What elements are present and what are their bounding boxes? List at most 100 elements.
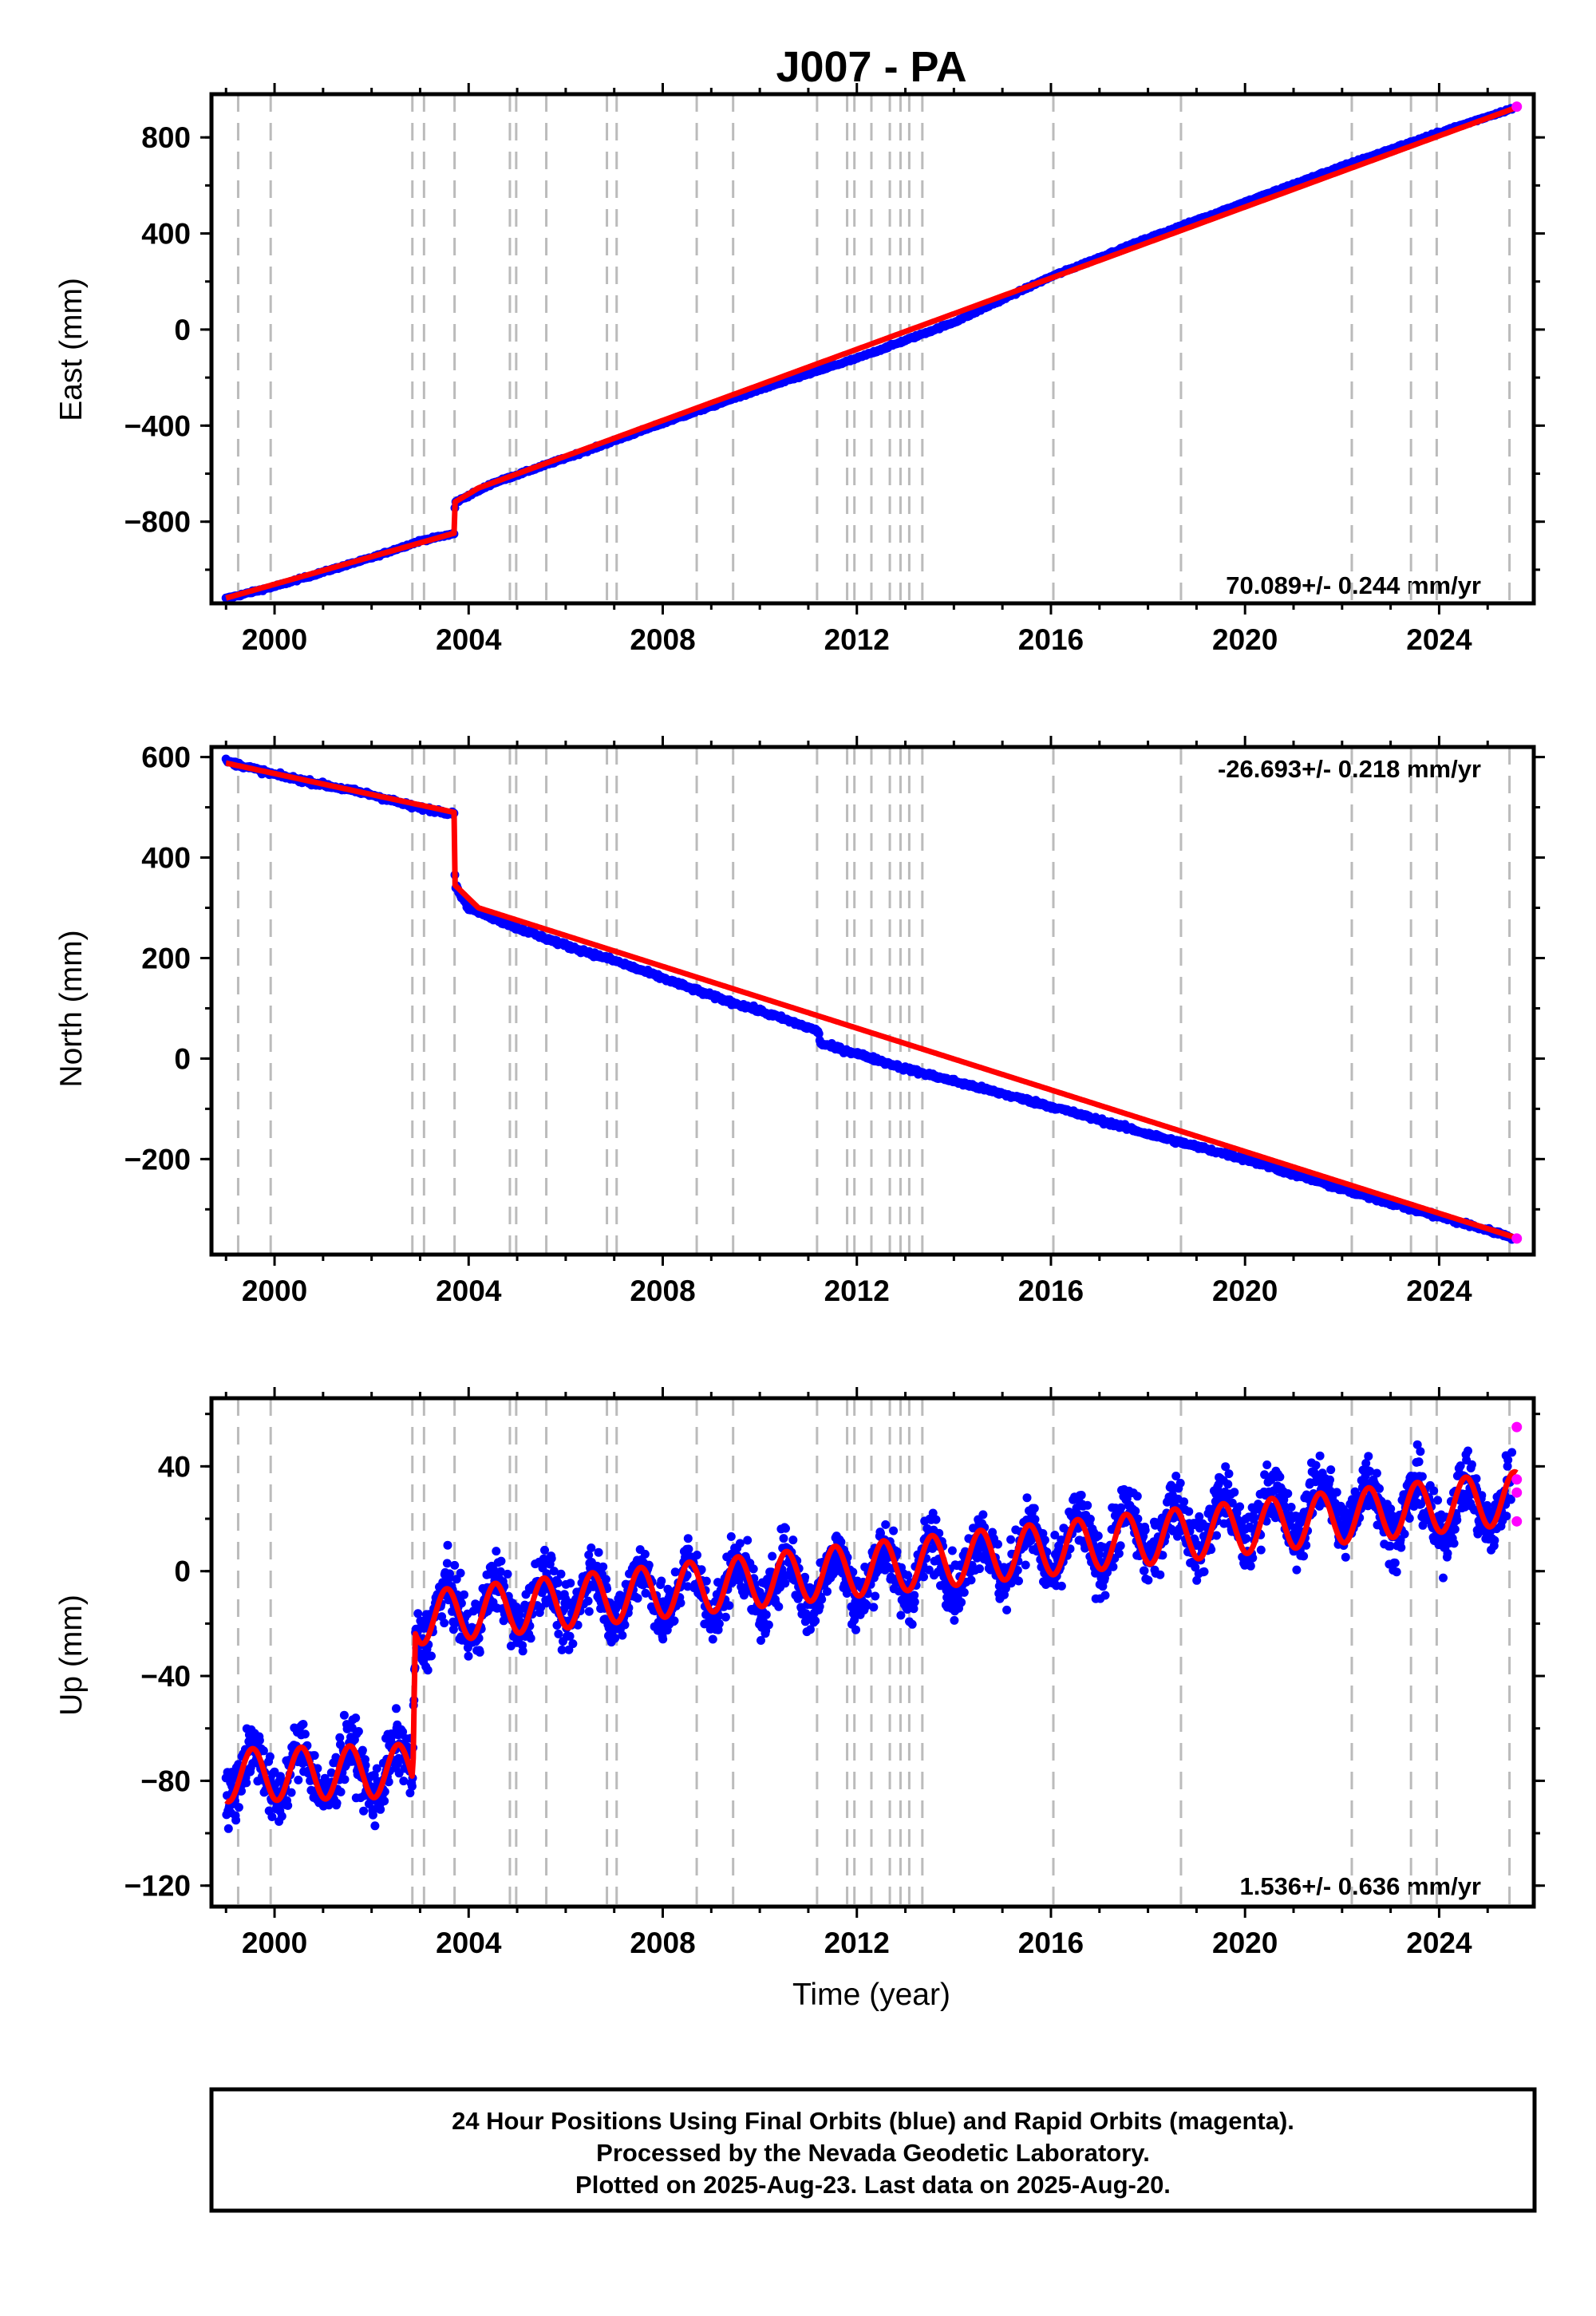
data-point bbox=[298, 1720, 308, 1729]
data-point bbox=[743, 1535, 753, 1545]
x-tick-label: 2000 bbox=[242, 623, 307, 656]
data-point bbox=[620, 1620, 630, 1630]
east-panel: East (mm) 70.089+/- 0.244 mm/yr 2000 2004… bbox=[54, 83, 1545, 656]
chart-title: J007 - PA bbox=[776, 43, 966, 91]
data-point bbox=[515, 1611, 524, 1620]
x-tick-label: 2008 bbox=[630, 1275, 695, 1307]
north-panel: North (mm) -26.693+/- 0.218 mm/yr 2000 20… bbox=[54, 736, 1545, 1307]
data-point bbox=[1083, 1500, 1092, 1510]
data-point bbox=[1144, 1575, 1153, 1585]
data-point bbox=[881, 1520, 891, 1529]
data-point bbox=[683, 1534, 693, 1543]
data-point bbox=[587, 1543, 596, 1552]
east-rate-label: 70.089+/- 0.244 mm/yr bbox=[1226, 571, 1481, 599]
data-point bbox=[496, 1556, 506, 1566]
data-point bbox=[910, 1591, 919, 1600]
data-point bbox=[265, 1752, 275, 1761]
x-tick-label: 2004 bbox=[436, 623, 502, 656]
data-point bbox=[601, 1575, 610, 1584]
data-point bbox=[583, 1596, 593, 1606]
data-point bbox=[1114, 1549, 1124, 1559]
y-tick-label: 400 bbox=[141, 218, 191, 251]
data-point bbox=[975, 1564, 984, 1574]
data-point bbox=[721, 1612, 730, 1622]
data-point bbox=[735, 1539, 745, 1548]
east-model-line bbox=[224, 105, 1519, 601]
data-point bbox=[1133, 1514, 1143, 1524]
data-point bbox=[223, 1824, 233, 1833]
data-point bbox=[340, 1775, 350, 1784]
data-point bbox=[633, 1594, 642, 1603]
data-point bbox=[445, 1569, 454, 1579]
data-point bbox=[286, 1788, 296, 1797]
data-point bbox=[823, 1587, 832, 1596]
data-point bbox=[817, 1595, 827, 1604]
data-point bbox=[354, 1727, 363, 1736]
data-point bbox=[714, 1619, 724, 1628]
data-point bbox=[267, 1812, 277, 1821]
data-point bbox=[372, 1764, 381, 1773]
data-point bbox=[598, 1562, 608, 1571]
data-point bbox=[556, 1569, 566, 1579]
data-point bbox=[450, 1560, 460, 1570]
data-point bbox=[959, 1587, 969, 1597]
data-point bbox=[919, 1572, 928, 1582]
data-point bbox=[610, 1634, 620, 1643]
data-point bbox=[398, 1727, 408, 1737]
data-point bbox=[814, 1029, 824, 1038]
data-point bbox=[1085, 1514, 1095, 1524]
data-point bbox=[380, 1796, 389, 1806]
up-ylabel: Up (mm) bbox=[54, 1595, 89, 1716]
data-point bbox=[708, 1634, 717, 1644]
data-point bbox=[749, 1564, 758, 1574]
data-point bbox=[641, 1588, 650, 1598]
data-point bbox=[557, 1645, 567, 1654]
data-point bbox=[277, 1812, 286, 1821]
data-point bbox=[1132, 1492, 1142, 1501]
data-point bbox=[255, 1736, 264, 1745]
north-rate-label: -26.693+/- 0.218 mm/yr bbox=[1218, 755, 1481, 783]
east-frame bbox=[209, 92, 1536, 606]
data-point bbox=[456, 1568, 465, 1578]
data-point bbox=[275, 1772, 285, 1781]
north-final-orbit-points bbox=[221, 754, 1517, 1244]
y-tick-label: −200 bbox=[124, 1143, 191, 1176]
data-point bbox=[1001, 1583, 1010, 1593]
data-point bbox=[889, 1526, 899, 1535]
x-tick-label: 2004 bbox=[436, 1275, 502, 1307]
data-point bbox=[931, 1515, 941, 1524]
data-point bbox=[836, 1537, 846, 1547]
data-point bbox=[1140, 1566, 1149, 1575]
data-point bbox=[392, 1704, 401, 1713]
data-point bbox=[869, 1603, 879, 1612]
data-point bbox=[815, 1602, 824, 1611]
data-point bbox=[670, 1567, 680, 1577]
data-point bbox=[427, 1651, 436, 1661]
rapid-orbit-point bbox=[1511, 101, 1523, 113]
data-point bbox=[566, 1579, 575, 1588]
data-point bbox=[1131, 1506, 1140, 1516]
data-point bbox=[701, 1576, 711, 1586]
data-point bbox=[1021, 1560, 1030, 1570]
data-point bbox=[1156, 1570, 1165, 1579]
data-point bbox=[644, 1560, 654, 1570]
data-point bbox=[1006, 1535, 1016, 1544]
north-frame bbox=[209, 745, 1536, 1257]
data-point bbox=[640, 1549, 650, 1559]
x-tick-label: 2016 bbox=[1018, 623, 1084, 656]
data-point bbox=[670, 1616, 679, 1626]
data-point bbox=[594, 1547, 603, 1557]
data-point bbox=[1029, 1504, 1039, 1513]
data-point bbox=[761, 1610, 771, 1619]
data-point bbox=[978, 1510, 988, 1520]
data-point bbox=[800, 1572, 810, 1582]
x-tick-label: 2000 bbox=[242, 1275, 307, 1307]
data-point bbox=[553, 1578, 563, 1587]
x-tick-label: 2024 bbox=[1406, 623, 1472, 656]
data-point bbox=[332, 1798, 342, 1808]
data-point bbox=[781, 1524, 790, 1533]
data-point bbox=[1140, 1525, 1150, 1535]
data-point bbox=[407, 1781, 417, 1791]
data-point bbox=[1116, 1541, 1125, 1551]
